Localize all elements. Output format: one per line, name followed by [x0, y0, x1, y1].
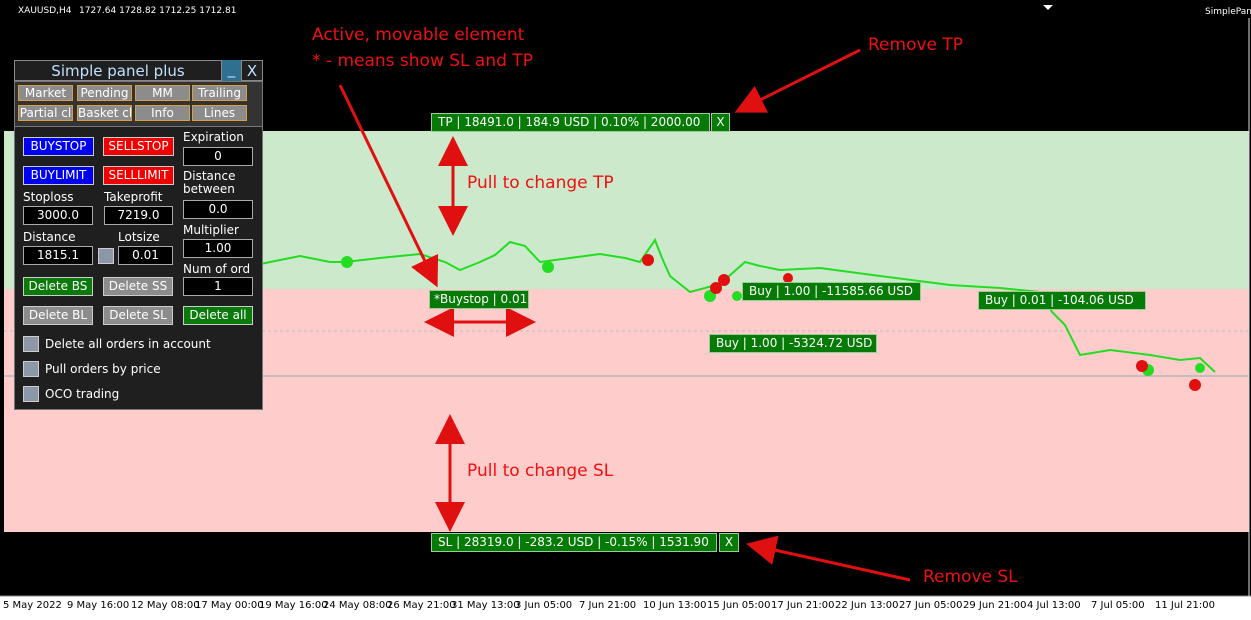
time-axis-label: 29 Jun 21:00: [963, 600, 1027, 611]
field-input[interactable]: 1: [183, 277, 253, 296]
field-label: Takeprofit: [104, 190, 163, 204]
field-label: Lotsize: [118, 230, 160, 244]
time-axis-label: 17 Jun 21:00: [771, 600, 835, 611]
tab[interactable]: Partial cl: [18, 105, 73, 121]
field-input[interactable]: 0: [183, 147, 253, 166]
time-axis-label: 19 May 16:00: [259, 600, 328, 611]
position-label[interactable]: Buy | 1.00 | -11585.66 USD: [742, 282, 921, 301]
checkbox-label: OCO trading: [45, 387, 120, 401]
sl-line-label[interactable]: SL | 28319.0 | -283.2 USD | -0.15% | 153…: [431, 533, 717, 552]
buylimit-button[interactable]: BUYLIMIT: [23, 166, 94, 185]
checkbox[interactable]: [98, 248, 114, 264]
time-axis-label: 12 May 08:00: [131, 600, 200, 611]
annotation: Active, movable element: [312, 25, 525, 45]
sellstop-button[interactable]: SELLSTOP: [103, 137, 174, 156]
field-input[interactable]: 1.00: [183, 239, 253, 258]
field-input[interactable]: 7219.0: [104, 206, 173, 225]
annotation: Remove TP: [868, 35, 964, 55]
field-input[interactable]: 3000.0: [23, 206, 93, 225]
annotation: Pull to change TP: [467, 173, 614, 193]
close-button[interactable]: X: [241, 60, 263, 81]
time-axis-label: 7 Jul 05:00: [1091, 600, 1145, 611]
panel-title: Simple panel plus: [14, 60, 222, 81]
time-axis-label: 22 Jun 13:00: [835, 600, 899, 611]
time-axis-bg: [0, 596, 1251, 620]
time-axis-label: 3 Jun 05:00: [515, 600, 573, 611]
tab[interactable]: Market: [18, 85, 73, 101]
field-label: Distance between: [183, 169, 236, 196]
tab[interactable]: MM: [135, 85, 190, 101]
buystop-order-label[interactable]: *Buystop | 0.01: [429, 290, 529, 309]
tp-line-label[interactable]: TP | 18491.0 | 184.9 USD | 0.10% | 2000.…: [431, 113, 710, 132]
quote: 1727.64 1728.82 1712.25 1712.81: [79, 6, 237, 16]
selllimit-button[interactable]: SELLLIMIT: [103, 166, 174, 185]
minimize-button[interactable]: _: [222, 60, 241, 81]
checkbox-label: Delete all orders in account: [45, 337, 211, 351]
delete-bl-button[interactable]: Delete BL: [23, 306, 93, 325]
checkbox[interactable]: [23, 386, 39, 402]
field-label: Distance: [23, 230, 76, 244]
time-axis-label: 5 May 2022: [3, 600, 62, 611]
marker: [1043, 5, 1053, 10]
time-axis-label: 7 Jun 21:00: [579, 600, 637, 611]
tab[interactable]: Lines: [192, 105, 247, 121]
time-axis-label: 15 Jun 05:00: [707, 600, 771, 611]
field-input[interactable]: 0.0: [183, 200, 253, 219]
symbol: XAUUSD,H4: [18, 6, 72, 16]
position-label[interactable]: Buy | 1.00 | -5324.72 USD: [709, 334, 877, 353]
time-axis-label: 4 Jul 13:00: [1027, 600, 1081, 611]
field-input[interactable]: 0.01: [118, 246, 173, 265]
time-axis-label: 31 May 13:00: [451, 600, 520, 611]
delete-all-button[interactable]: Delete all: [183, 306, 253, 325]
checkbox-label: Pull orders by price: [45, 362, 161, 376]
buystop-button[interactable]: BUYSTOP: [23, 137, 94, 156]
annotation: * - means show SL and TP: [312, 51, 533, 71]
sl-remove-button[interactable]: X: [719, 533, 739, 552]
position-label[interactable]: Buy | 0.01 | -104.06 USD: [978, 291, 1146, 310]
delete-ss-button[interactable]: Delete SS: [103, 277, 173, 296]
tp-remove-button[interactable]: X: [711, 113, 730, 132]
time-axis-label: 27 Jun 05:00: [899, 600, 963, 611]
time-axis-label: 17 May 00:00: [195, 600, 264, 611]
time-axis-label: 10 Jun 13:00: [643, 600, 707, 611]
checkbox[interactable]: [23, 361, 39, 377]
delete-sl-button[interactable]: Delete SL: [103, 306, 173, 325]
time-axis-label: 26 May 21:00: [387, 600, 456, 611]
field-label: Num of ord: [183, 262, 251, 276]
annotation: Pull to change SL: [467, 461, 614, 481]
trade-markers-red: [642, 254, 1201, 391]
field-label: Expiration: [183, 130, 244, 144]
tab[interactable]: Trailing: [192, 85, 247, 101]
checkbox[interactable]: [23, 336, 39, 352]
time-axis-label: 24 May 08:00: [323, 600, 392, 611]
field-label: Stoploss: [23, 190, 74, 204]
field-input[interactable]: 1815.1: [23, 246, 93, 265]
tab[interactable]: Pending: [77, 85, 132, 101]
field-label: Multiplier: [183, 223, 239, 237]
delete-bs-button[interactable]: Delete BS: [23, 277, 93, 296]
time-axis-label: 11 Jul 21:00: [1155, 600, 1215, 611]
annotation-arrows: [338, 48, 911, 582]
time-axis-label: 9 May 16:00: [67, 600, 130, 611]
annotation: Remove SL: [923, 567, 1018, 587]
indicator-name: SimplePane: [1205, 7, 1251, 17]
tab[interactable]: Info: [135, 105, 190, 121]
tab[interactable]: Basket cl: [77, 105, 133, 121]
